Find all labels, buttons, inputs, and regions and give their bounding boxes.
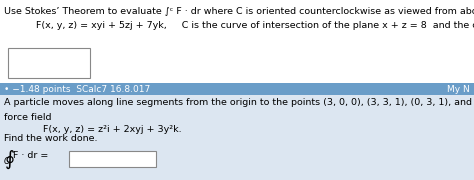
Bar bbox=[0, 0, 474, 83]
Bar bbox=[8, 48, 90, 78]
Text: C: C bbox=[4, 157, 9, 166]
Text: Use Stokes’ Theorem to evaluate ∫ᶜ F · dr where C is oriented counterclockwise a: Use Stokes’ Theorem to evaluate ∫ᶜ F · d… bbox=[4, 6, 474, 15]
Text: force field: force field bbox=[4, 112, 51, 122]
Text: F · dr =: F · dr = bbox=[13, 151, 49, 160]
Bar bbox=[0, 95, 474, 180]
Text: A particle moves along line segments from the origin to the points (3, 0, 0), (3: A particle moves along line segments fro… bbox=[4, 98, 474, 107]
Text: $\oint$: $\oint$ bbox=[4, 148, 15, 171]
Text: My N: My N bbox=[447, 84, 470, 93]
Bar bbox=[69, 151, 156, 167]
Text: • −1.48 points  SCalc7 16.8.017: • −1.48 points SCalc7 16.8.017 bbox=[4, 84, 150, 93]
Text: F(x, y, z) = z²i + 2xyj + 3y²k.: F(x, y, z) = z²i + 2xyj + 3y²k. bbox=[43, 125, 181, 134]
Text: Find the work done.: Find the work done. bbox=[4, 134, 97, 143]
Text: F(x, y, z) = xyi + 5zj + 7yk,     C is the curve of intersection of the plane x : F(x, y, z) = xyi + 5zj + 7yk, C is the c… bbox=[36, 21, 474, 30]
Bar bbox=[0, 83, 474, 95]
